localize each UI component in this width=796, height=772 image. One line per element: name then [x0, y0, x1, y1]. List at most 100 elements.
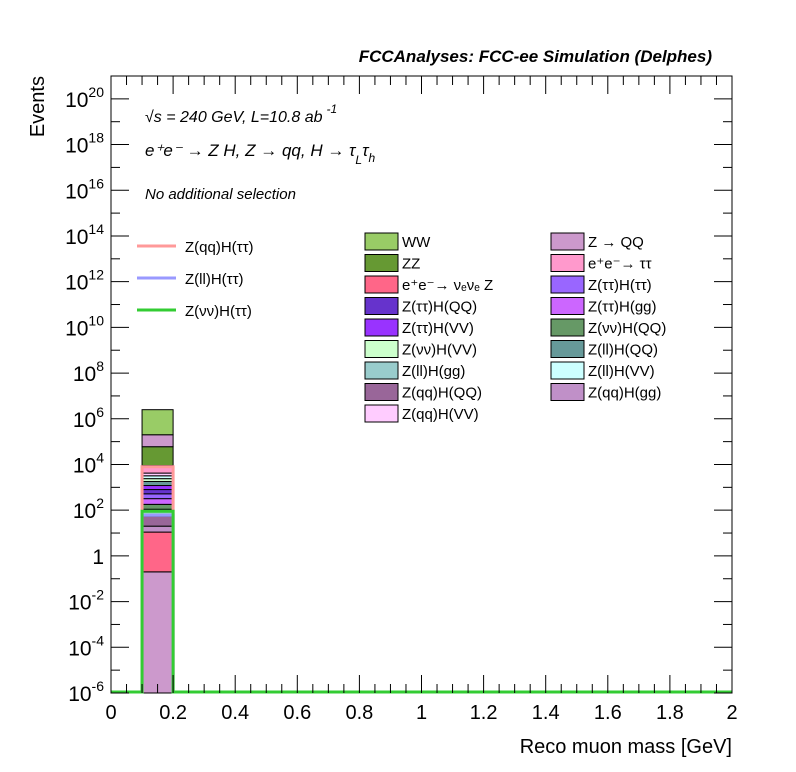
signal-lines [111, 465, 732, 694]
y-tick-exponent: -4 [92, 632, 105, 648]
legend-bkg-label: Z(qq)H(VV) [402, 406, 479, 423]
bar-segment [141, 434, 174, 448]
legend-bkg-swatch [364, 361, 399, 380]
y-tick-exponent: 10 [88, 312, 104, 328]
x-tick-label: 0.6 [283, 702, 311, 724]
y-tick-exponent: 4 [96, 449, 104, 465]
legend: Z(qq)H(ττ) Z(ll)H(ττ) Z(νν)H(ττ) WW ZZ e⁺e⁻→ … [137, 232, 666, 423]
y-tick-label: 1020 [65, 84, 104, 112]
legend-bkg-label: WW [402, 234, 431, 251]
chart-title: FCCAnalyses: FCC-ee Simulation (Delphes) [359, 47, 713, 66]
legend-bkg-label: ZZ [402, 256, 420, 273]
y-tick-label: 1016 [65, 175, 104, 203]
legend-bkg-label: Z(qq)H(gg) [588, 385, 661, 402]
x-tick-label: 0.4 [221, 702, 249, 724]
y-tick-label: 10-6 [68, 678, 104, 706]
bar-segment [141, 485, 174, 491]
x-tick-label: 1.8 [656, 702, 684, 724]
bar-segment [141, 503, 174, 510]
x-tick-label: 1 [416, 702, 427, 724]
y-tick-base: 10 [65, 180, 88, 203]
process-label: e⁺e⁻ → Z H, Z → qq, H → τLτh [145, 141, 375, 167]
legend-bkg-swatch [550, 275, 585, 294]
bar-segment [141, 515, 174, 527]
y-tick-label: 10-4 [68, 632, 104, 660]
lumi-exponent: -1 [327, 102, 338, 116]
bar-segment [141, 409, 174, 436]
y-tick-base: 10 [65, 89, 88, 112]
bar-segment [141, 489, 174, 495]
legend-bkg-swatch [550, 361, 585, 380]
legend-signal-label: Z(ll)H(ττ) [185, 271, 244, 288]
legend-bkg-label: Z → QQ [588, 234, 644, 251]
y-tick-label: 1018 [65, 130, 104, 158]
signal-line [111, 509, 732, 694]
legend-bkg-swatch [550, 340, 585, 358]
process-sub-h: h [368, 151, 375, 165]
y-tick-base: 10 [73, 363, 96, 386]
y-tick-label: 10-2 [68, 587, 104, 615]
signal-line [111, 465, 732, 694]
selection-label: No additional selection [145, 186, 296, 203]
y-tick-label: 1012 [65, 267, 104, 295]
y-tick-base: 10 [73, 500, 96, 523]
legend-bkg-swatch [364, 232, 399, 251]
legend-bkg-swatch [364, 340, 399, 358]
legend-bkg-swatch [550, 318, 585, 337]
y-tick-exponent: 2 [96, 495, 104, 511]
energy-lumi-text: √s = 240 GeV, L=10.8 ab [145, 109, 323, 126]
x-tick-label: 0.8 [345, 702, 373, 724]
x-tick-label: 0 [105, 702, 116, 724]
bar-segment [141, 493, 174, 500]
legend-bkg-swatch [550, 383, 585, 401]
y-tick-exponent: 20 [88, 84, 104, 100]
bar-segment [141, 525, 174, 533]
legend-bkg-label: Z(νν)H(VV) [402, 342, 477, 359]
y-tick-label: 108 [73, 358, 104, 386]
process-sub-l: L [355, 153, 362, 167]
y-tick-base: 10 [65, 272, 88, 295]
bar-segment [141, 498, 174, 505]
process-tau2: τ [362, 141, 370, 160]
legend-bkg-swatch [364, 254, 399, 272]
legend-bkg-label: e⁺e⁻→ νₑνₑ Z [402, 277, 493, 294]
legend-bkg-label: Z(ll)H(QQ) [588, 342, 658, 359]
x-axis-label: Reco muon mass [GeV] [520, 736, 732, 758]
legend-bkg-label: e⁺e⁻→ ττ [588, 256, 652, 273]
legend-bkg-label: Z(ττ)H(VV) [402, 320, 474, 337]
legend-bkg-swatch [364, 297, 399, 315]
legend-bkg-swatch [550, 297, 585, 315]
legend-bkg-swatch [364, 318, 399, 337]
axes: 0 0.2 0.4 0.6 0.8 1 1.2 1.4 1.6 1.8 210-610-410-21… [65, 75, 738, 724]
y-tick-exponent: 6 [96, 404, 104, 420]
bar-segment [141, 480, 174, 487]
y-tick-base: 10 [73, 409, 96, 432]
y-axis-label: Events [27, 76, 49, 137]
y-tick-base: 10 [65, 135, 88, 158]
legend-signal-label: Z(νν)H(ττ) [185, 303, 252, 320]
energy-lumi-label: √s = 240 GeV, L=10.8 ab -1 [145, 102, 337, 126]
y-tick-base: 1 [92, 546, 104, 569]
legend-bkg-swatch [364, 275, 399, 294]
legend-bkg-label: Z(ττ)H(ττ) [588, 277, 652, 294]
y-tick-label: 106 [73, 404, 104, 432]
y-tick-base: 10 [65, 226, 88, 249]
y-tick-exponent: 8 [96, 358, 104, 374]
legend-bkg-label: Z(ττ)H(QQ) [402, 299, 477, 316]
signal-line [111, 513, 732, 694]
y-tick-exponent: 12 [88, 267, 104, 283]
x-tick-label: 0.2 [159, 702, 187, 724]
y-tick-exponent: 16 [88, 175, 104, 191]
y-tick-base: 10 [68, 683, 91, 706]
y-tick-base: 10 [65, 317, 88, 340]
x-tick-label: 2 [726, 702, 737, 724]
legend-bkg-swatch [550, 254, 585, 272]
y-tick-base: 10 [68, 637, 91, 660]
legend-bkg-swatch [550, 232, 585, 251]
legend-bkg-swatch [364, 383, 399, 401]
y-tick-label: 1 [92, 546, 104, 569]
legend-signal-label: Z(qq)H(ττ) [185, 239, 254, 256]
y-tick-exponent: -6 [92, 678, 105, 694]
legend-bkg-label: Z(ll)H(gg) [402, 363, 465, 380]
